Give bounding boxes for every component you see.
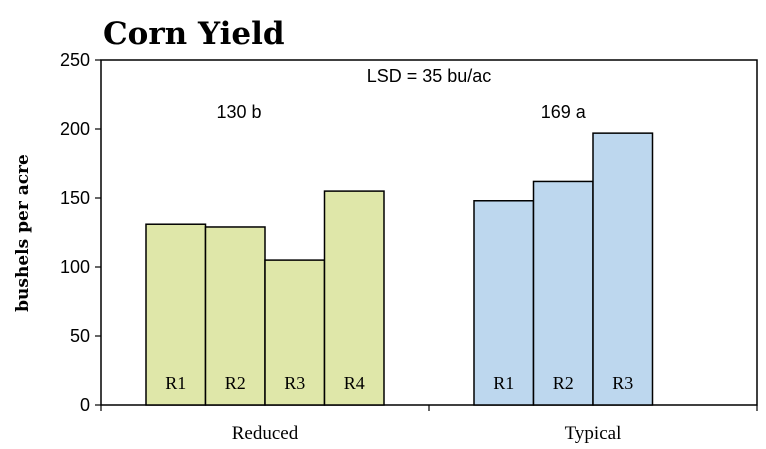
y-tick-label: 150 bbox=[60, 188, 90, 208]
group-mean-label: 130 b bbox=[216, 102, 261, 122]
bar-label: R1 bbox=[493, 373, 514, 393]
bar-reduced-r1 bbox=[145, 223, 207, 406]
bar-label: R4 bbox=[344, 373, 365, 393]
y-tick-label: 0 bbox=[80, 395, 90, 415]
y-tick-label: 200 bbox=[60, 119, 90, 139]
axes-layer: 0 50 100 150 200 250 Reduced Typical bbox=[60, 50, 758, 444]
chart-title: Corn Yield bbox=[103, 16, 285, 52]
bar-label: R2 bbox=[553, 373, 574, 393]
y-tick-label: 250 bbox=[60, 50, 90, 70]
bar-label: R3 bbox=[284, 373, 305, 393]
bar-typical-r1 bbox=[473, 200, 535, 406]
bar-typical-r3 bbox=[592, 132, 654, 406]
category-label: Reduced bbox=[232, 423, 299, 444]
y-tick-label: 50 bbox=[70, 326, 90, 346]
bar-label: R1 bbox=[165, 373, 186, 393]
bar-reduced-r4 bbox=[323, 190, 385, 406]
lsd-annotation: LSD = 35 bu/ac bbox=[367, 66, 492, 86]
group-mean-label: 169 a bbox=[541, 102, 587, 122]
y-axis-label: bushels per acre bbox=[13, 154, 33, 312]
bar-label: R3 bbox=[612, 373, 633, 393]
category-label: Typical bbox=[565, 423, 622, 444]
bars-layer: R1 R2 R3 R4 130 b R1 R2 R3 169 a bbox=[145, 102, 654, 406]
bar-label: R2 bbox=[225, 373, 246, 393]
bar-reduced-r2 bbox=[204, 226, 266, 406]
bar-typical-r2 bbox=[532, 180, 594, 406]
y-tick-label: 100 bbox=[60, 257, 90, 277]
